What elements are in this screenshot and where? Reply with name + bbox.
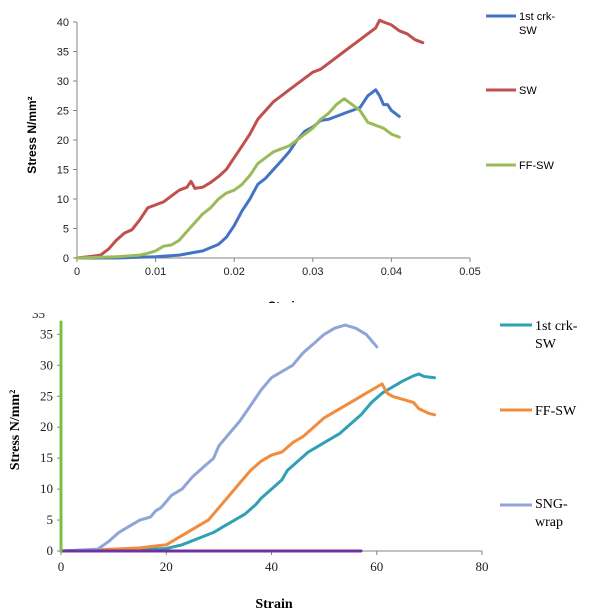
legend-item-ff-sw: FF-SW [486, 160, 554, 172]
x-tick-label: 0.04 [381, 266, 402, 278]
legend-item-2-1st-crk-sw: 1st crk- SW [500, 319, 581, 352]
y-ticks-1: 0 5 10 15 20 25 30 35 40 [57, 17, 77, 265]
y-axis-title-1: Stress N/mm² [25, 96, 39, 173]
x-tick-label: 80 [476, 559, 489, 574]
plot-area-1: 0 5 10 15 20 25 30 35 40 0 0.01 0.02 0.03 0.04 0.05 [57, 17, 481, 278]
legend-label-sw: SW [519, 85, 537, 97]
y-tick-label: 15 [40, 450, 53, 465]
y-tick-label: 10 [57, 194, 69, 206]
y-tick-label: 0 [63, 253, 69, 265]
x-tick-label: 0 [74, 266, 80, 278]
y-tick-label: 30 [57, 76, 69, 88]
y-axis-title-2: Stress N/mm² [8, 390, 23, 471]
legend-item-1st-crk-sw: 1st crk- SW [486, 11, 558, 37]
series-group-1 [75, 18, 425, 260]
y-tick-label: 40 [57, 17, 69, 29]
x-axis-title-2: Strain [255, 597, 293, 612]
legend-label-ff-sw: FF-SW [519, 160, 554, 172]
x-tick-label: 0.01 [145, 266, 166, 278]
y-tick-label: 20 [40, 419, 53, 434]
legend-item-2-sng-wrap: SNG- wrap [500, 497, 571, 530]
y-tick-label: 10 [40, 481, 53, 496]
legend-item-2-ff-sw: FF-SW [500, 404, 577, 419]
x-tick-label: 20 [160, 559, 173, 574]
x-tick-label: 0.02 [223, 266, 244, 278]
legend-2: 1st crk- SW FF-SW SNG- wrap [500, 319, 581, 530]
chart-stress-strain-1: 0 5 10 15 20 25 30 35 40 0 0.01 0.02 0.03 0.04 0.05 S… [25, 11, 558, 313]
legend-1: 1st crk- SW SW FF-SW [486, 11, 558, 172]
x-tick-label: 40 [265, 559, 278, 574]
y-tick-label: 35 [40, 326, 53, 341]
series-line-sw [75, 18, 425, 260]
legend-label-2-ff-sw: FF-SW [535, 404, 577, 419]
chart-2-top-mask-lower [0, 303, 475, 316]
y-tick-label: 35 [57, 47, 69, 59]
y-tick-label: 0 [47, 543, 54, 558]
y-tick-label: 5 [47, 512, 54, 527]
chart-2-top-mask-clip [20, 303, 70, 313]
series-group-2 [59, 320, 437, 553]
x-ticks-2: 0 20 40 60 80 [58, 551, 489, 574]
y-tick-label: 25 [40, 388, 53, 403]
series-line-ff-sw [75, 97, 401, 260]
y-tick-label: 5 [63, 224, 69, 236]
series-line-ff-sw [59, 382, 437, 553]
x-tick-label: 60 [370, 559, 383, 574]
chart-stress-strain-2: 0 5 10 15 20 25 30 35 0 20 40 60 80 Strain 35 Stres… [0, 290, 581, 612]
legend-label-1st-crk-sw: 1st crk- SW [519, 11, 558, 37]
y-ticks-2: 0 5 10 15 20 25 30 35 [40, 326, 61, 558]
y-tick-label: 15 [57, 165, 69, 177]
legend-item-sw: SW [486, 85, 537, 97]
legend-label-2-sng-wrap: SNG- wrap [535, 497, 571, 530]
y-tick-label: 25 [57, 106, 69, 118]
x-ticks-1: 0 0.01 0.02 0.03 0.04 0.05 [74, 258, 481, 278]
plot-area-2: 0 5 10 15 20 25 30 35 0 20 40 60 80 [40, 320, 489, 574]
x-tick-label: 0 [58, 559, 65, 574]
x-tick-label: 0.05 [459, 266, 480, 278]
series-line-sng-wrap [59, 323, 379, 553]
x-tick-label: 0.03 [302, 266, 323, 278]
y-tick-label: 30 [40, 357, 53, 372]
series-line-1st-crk-sw [59, 372, 437, 553]
y-tick-label: 20 [57, 135, 69, 147]
legend-label-2-1st-crk-sw: 1st crk- SW [535, 319, 581, 352]
